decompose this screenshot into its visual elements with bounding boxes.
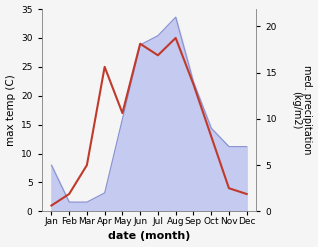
Y-axis label: max temp (C): max temp (C) (5, 74, 16, 146)
X-axis label: date (month): date (month) (108, 231, 190, 242)
Y-axis label: med. precipitation
(kg/m2): med. precipitation (kg/m2) (291, 65, 313, 155)
